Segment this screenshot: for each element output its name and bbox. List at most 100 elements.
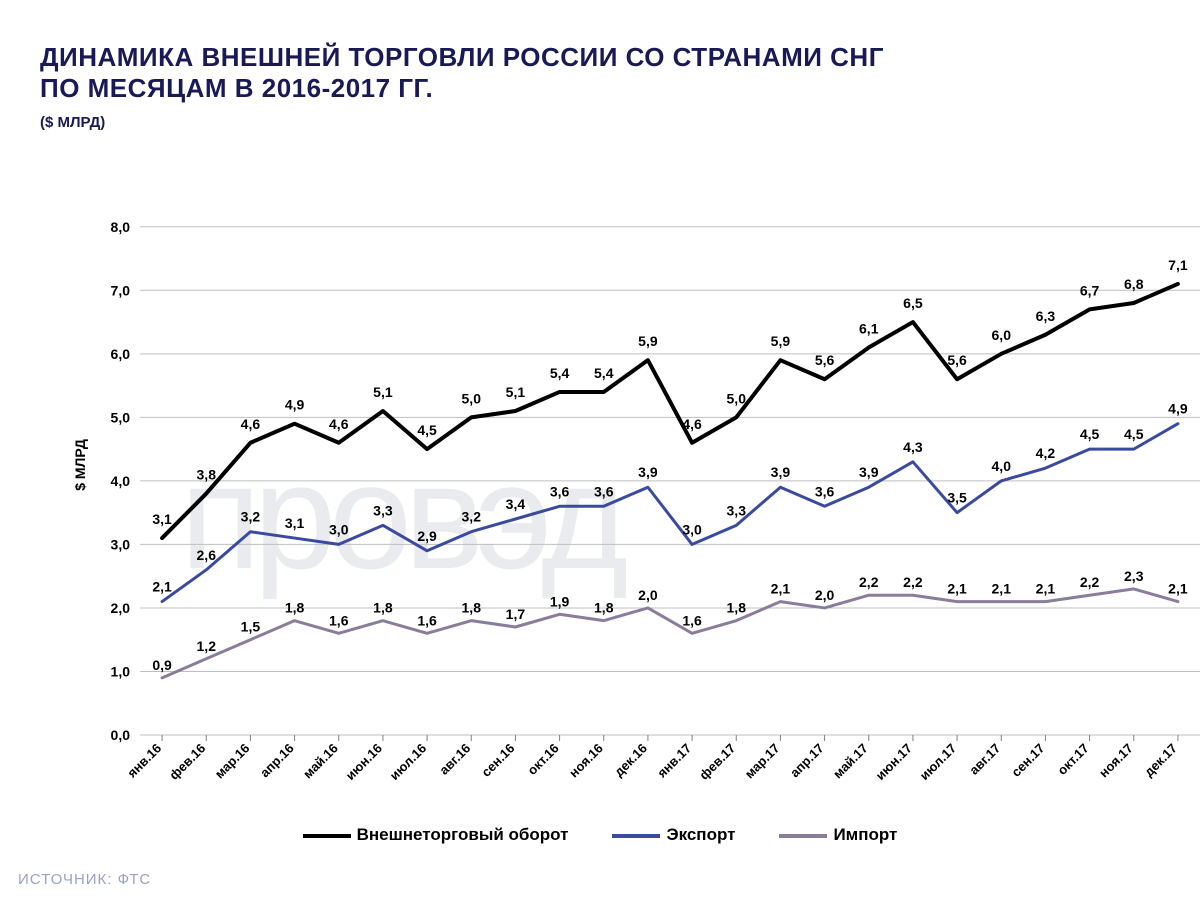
data-label: 5,6 <box>947 352 967 368</box>
data-label: 2,1 <box>152 579 172 595</box>
x-tick-label: авг.16 <box>436 741 473 778</box>
data-label: 2,1 <box>771 581 791 597</box>
data-label: 1,8 <box>462 600 482 616</box>
data-label: 2,0 <box>638 587 658 603</box>
y-tick-label: 2,0 <box>111 600 131 616</box>
data-label: 1,8 <box>727 600 747 616</box>
legend-label: Импорт <box>833 825 897 844</box>
data-label: 4,5 <box>1124 426 1144 442</box>
legend-label: Экспорт <box>666 825 735 844</box>
data-label: 4,5 <box>1080 426 1100 442</box>
title-line-2: ПО МЕСЯЦАМ В 2016-2017 ГГ. <box>40 73 884 104</box>
data-label: 4,6 <box>329 416 349 432</box>
legend-item: Экспорт <box>612 825 735 845</box>
data-label: 2,2 <box>1080 574 1100 590</box>
line-chart: 0,01,02,03,04,05,06,07,08,0янв.16фев.16м… <box>60 185 1200 805</box>
data-label: 1,2 <box>197 638 217 654</box>
legend-swatch <box>612 834 660 838</box>
data-label: 2,2 <box>859 574 879 590</box>
data-label: 5,4 <box>550 365 570 381</box>
data-label: 3,0 <box>682 521 702 537</box>
legend-label: Внешнеторговый оборот <box>357 825 569 844</box>
data-label: 2,1 <box>1036 581 1056 597</box>
data-label: 4,6 <box>682 416 702 432</box>
data-label: 1,8 <box>285 600 305 616</box>
data-label: 2,0 <box>815 587 835 603</box>
data-label: 5,9 <box>771 333 791 349</box>
data-label: 1,6 <box>329 612 349 628</box>
y-tick-label: 7,0 <box>111 282 131 298</box>
legend-swatch <box>303 834 351 838</box>
x-tick-label: июн.16 <box>343 741 385 783</box>
x-tick-label: сен.16 <box>478 741 517 780</box>
data-label: 4,0 <box>992 458 1012 474</box>
data-label: 4,5 <box>417 422 437 438</box>
data-label: 4,9 <box>1168 401 1188 417</box>
y-tick-label: 1,0 <box>111 663 131 679</box>
title-line-1: ДИНАМИКА ВНЕШНЕЙ ТОРГОВЛИ РОССИИ СО СТРА… <box>40 42 884 73</box>
legend-item: Импорт <box>779 825 897 845</box>
data-label: 5,9 <box>638 333 658 349</box>
data-label: 3,3 <box>727 502 747 518</box>
data-label: 3,8 <box>197 467 217 483</box>
series-line <box>162 424 1178 602</box>
x-tick-label: июн.17 <box>873 741 915 783</box>
data-label: 4,3 <box>903 439 923 455</box>
y-axis-label: $ МЛРД <box>72 439 88 491</box>
data-label: 5,1 <box>506 384 526 400</box>
data-label: 6,5 <box>903 295 923 311</box>
x-tick-label: ноя.16 <box>566 741 606 781</box>
y-tick-label: 6,0 <box>111 346 131 362</box>
x-tick-label: янв.16 <box>124 741 164 781</box>
data-label: 5,0 <box>462 390 482 406</box>
data-label: 6,1 <box>859 320 879 336</box>
page: ДИНАМИКА ВНЕШНЕЙ ТОРГОВЛИ РОССИИ СО СТРА… <box>0 0 1200 910</box>
data-label: 0,9 <box>152 657 172 673</box>
source-label: ИСТОЧНИК: ФТС <box>18 871 151 888</box>
y-tick-label: 8,0 <box>111 219 131 235</box>
data-label: 5,0 <box>727 390 747 406</box>
series-line <box>162 284 1178 538</box>
data-label: 3,1 <box>285 515 305 531</box>
data-label: 5,1 <box>373 384 393 400</box>
x-tick-label: дек.16 <box>611 741 650 780</box>
data-label: 4,2 <box>1036 445 1056 461</box>
x-tick-label: ноя.17 <box>1096 741 1136 781</box>
data-label: 1,5 <box>241 619 261 635</box>
x-tick-label: июл.16 <box>387 741 430 784</box>
x-tick-label: апр.17 <box>787 741 827 781</box>
series-line <box>162 589 1178 678</box>
x-tick-label: дек.17 <box>1141 741 1180 780</box>
data-label: 3,2 <box>462 509 482 525</box>
data-label: 3,6 <box>594 483 614 499</box>
x-tick-label: авг.17 <box>966 741 1003 778</box>
chart-legend: Внешнеторговый оборот Экспорт Импорт <box>0 824 1200 845</box>
data-label: 3,3 <box>373 502 393 518</box>
data-label: 2,1 <box>1168 581 1188 597</box>
y-tick-label: 0,0 <box>111 727 131 743</box>
legend-item: Внешнеторговый оборот <box>303 825 569 845</box>
y-tick-label: 5,0 <box>111 409 131 425</box>
data-label: 4,9 <box>285 397 305 413</box>
data-label: 6,3 <box>1036 308 1056 324</box>
data-label: 6,8 <box>1124 276 1144 292</box>
data-label: 5,6 <box>815 352 835 368</box>
x-tick-label: фев.16 <box>166 741 208 783</box>
x-tick-label: мар.16 <box>212 741 253 782</box>
data-label: 3,2 <box>241 509 261 525</box>
data-label: 3,6 <box>550 483 570 499</box>
x-tick-label: фев.17 <box>696 741 738 783</box>
legend-swatch <box>779 834 827 838</box>
data-label: 3,6 <box>815 483 835 499</box>
data-label: 6,7 <box>1080 282 1100 298</box>
data-label: 1,8 <box>373 600 393 616</box>
data-label: 2,2 <box>903 574 923 590</box>
x-tick-label: сен.17 <box>1008 741 1047 780</box>
x-tick-label: май.16 <box>300 741 341 782</box>
data-label: 2,3 <box>1124 568 1144 584</box>
data-label: 3,1 <box>152 511 172 527</box>
x-tick-label: мар.17 <box>742 741 783 782</box>
data-label: 4,6 <box>241 416 261 432</box>
data-label: 3,0 <box>329 521 349 537</box>
x-tick-label: апр.16 <box>257 741 297 781</box>
